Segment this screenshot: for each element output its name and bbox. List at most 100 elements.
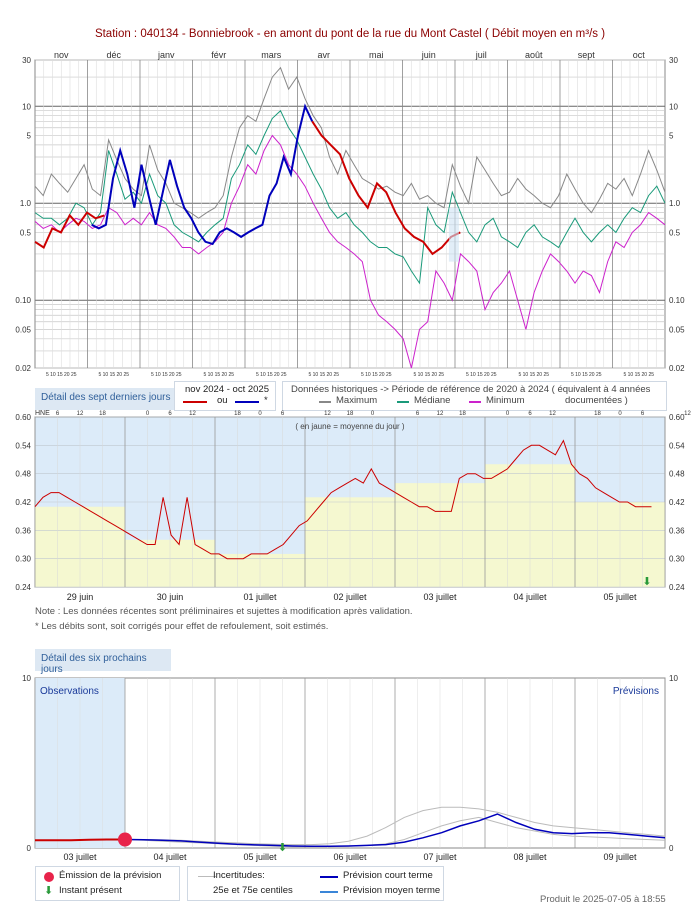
- annual-chart: nov 5 10 15 20 25 déc 5 10 15 20 25 janv 5 10…: [15, 50, 685, 378]
- y-tick-left: 5: [27, 131, 32, 140]
- period-legend: nov 2024 - oct 2025 ou *: [174, 381, 276, 411]
- hour-tick: 0: [146, 411, 150, 417]
- y-tick-left: 0.48: [15, 470, 31, 479]
- min-swatch: [469, 401, 481, 403]
- uncertainties-label: Incertitudes:: [213, 870, 265, 881]
- day-label: 01 juillet: [243, 592, 277, 602]
- y-tick-right: 0.48: [669, 470, 685, 479]
- y-tick-left: 0.30: [15, 555, 31, 564]
- month-label: janv: [157, 50, 175, 60]
- y-tick-left: 0: [27, 844, 32, 853]
- y-tick-left: 0.10: [15, 296, 31, 305]
- series-line-minimum: [34, 134, 666, 369]
- month-label: avr: [317, 50, 330, 60]
- present-label: Instant présent: [59, 885, 122, 896]
- produced-timestamp: Produit le 2025-07-05 à 18:55: [540, 894, 666, 905]
- short-term-label: Prévision court terme: [343, 870, 433, 881]
- day-tick-labels: 5 10 15 20 25: [151, 372, 182, 378]
- hour-tick: 6: [56, 411, 60, 417]
- week-chart: 0.60 0.60 0.54 0.54 0.48 0.48 0.42 0.42 0.36 0.36…: [15, 410, 691, 602]
- month-label: juil: [475, 50, 487, 60]
- emission-legend: Émission de la prévision ⬇ Instant prése…: [35, 866, 180, 901]
- y-tick-right: 10: [669, 102, 678, 111]
- emission-dot-icon: [44, 872, 54, 882]
- historic-legend: Données historiques -> Période de référe…: [282, 381, 667, 411]
- day-tick-labels: 5 10 15 20 25: [256, 372, 287, 378]
- hour-tick: 18: [234, 411, 241, 417]
- hour-tick: 12: [437, 411, 444, 417]
- day-tick-labels: 5 10 15 20 25: [518, 372, 549, 378]
- y-tick-left: 0.05: [15, 325, 31, 334]
- present-arrow-icon: ⬇: [278, 842, 287, 854]
- y-tick-right: 0.60: [669, 413, 685, 422]
- y-tick-left: 10: [22, 102, 31, 111]
- month-label: sept: [578, 50, 596, 60]
- month-label: déc: [106, 50, 121, 60]
- day-label: 04 juillet: [513, 592, 547, 602]
- day-label: 05 juillet: [603, 592, 637, 602]
- y-tick-left: 0.5: [20, 228, 32, 237]
- hour-tick: 0: [506, 411, 510, 417]
- hour-tick: 6: [168, 411, 172, 417]
- centile-swatch: [198, 876, 216, 877]
- emission-dot-icon: [118, 832, 132, 847]
- month-label: mai: [369, 50, 384, 60]
- hour-tick: 6: [281, 411, 285, 417]
- hour-tick: 12: [189, 411, 196, 417]
- day-tick-labels: 5 10 15 20 25: [466, 372, 497, 378]
- day-label: 05 juillet: [243, 852, 277, 862]
- hour-tick: 18: [459, 411, 466, 417]
- red-line-swatch: [183, 401, 207, 403]
- day-label: 07 juillet: [423, 852, 457, 862]
- current-week-highlight: [448, 207, 459, 262]
- y-tick-left: 0.36: [15, 526, 31, 535]
- short-term-forecast-line: [124, 813, 666, 848]
- hour-tick: 12: [549, 411, 556, 417]
- day-tick-labels: 5 10 15 20 25: [98, 372, 129, 378]
- series-line-m-diane: [34, 109, 666, 285]
- median-swatch: [397, 401, 409, 403]
- y-tick-right: 0.42: [669, 498, 685, 507]
- star-label: *: [264, 395, 268, 406]
- emission-label: Émission de la prévision: [59, 870, 162, 881]
- series-line-maximum: [34, 66, 666, 219]
- y-tick-right: 0.02: [669, 364, 685, 373]
- y-tick-left: 0.54: [15, 441, 31, 450]
- day-label: 09 juillet: [603, 852, 637, 862]
- hour-tick: 6: [641, 411, 645, 417]
- month-label: nov: [54, 50, 69, 60]
- y-tick-right: 0.36: [669, 526, 685, 535]
- hne-label: HNE: [35, 410, 50, 417]
- present-arrow-icon: ⬇: [44, 885, 54, 897]
- documented-label: documentées ): [565, 395, 628, 406]
- historic-label: Données historiques -> Période de référe…: [291, 384, 651, 395]
- day-label: 04 juillet: [153, 852, 187, 862]
- y-tick-right: 0.5: [669, 228, 681, 237]
- y-tick-left: 30: [22, 56, 31, 65]
- series-line-nov-2024-oct-2025-: [91, 103, 314, 246]
- day-tick-labels: 5 10 15 20 25: [361, 372, 392, 378]
- y-tick-right: 5: [669, 131, 674, 140]
- day-tick-labels: 5 10 15 20 25: [308, 372, 339, 378]
- hour-tick: 18: [347, 411, 354, 417]
- mid-term-swatch: [320, 891, 338, 893]
- y-tick-right: 0.54: [669, 441, 685, 450]
- y-tick-right: 30: [669, 56, 678, 65]
- max-swatch: [319, 401, 331, 403]
- month-label: août: [525, 50, 543, 60]
- or-label: ou: [217, 395, 228, 406]
- present-arrow-icon: ⬇: [642, 576, 651, 588]
- y-tick-right: 0.05: [669, 325, 685, 334]
- y-tick-right: 0: [669, 844, 674, 853]
- centile-line: [125, 806, 666, 846]
- y-tick-right: 0.10: [669, 296, 685, 305]
- mid-term-label: Prévision moyen terme: [343, 885, 441, 896]
- previsions-label: Prévisions: [613, 686, 659, 697]
- next-detail-label: Détail des six prochains jours: [35, 649, 171, 675]
- y-tick-left: 0.02: [15, 364, 31, 373]
- y-tick-left: 0.42: [15, 498, 31, 507]
- blue-line-swatch: [235, 401, 259, 403]
- note-corrected: * Les débits sont, soit corrigés pour ef…: [35, 621, 329, 632]
- day-tick-labels: 5 10 15 20 25: [623, 372, 654, 378]
- forecast-chart: 03 juillet 04 juillet 05 juillet 06 juillet…: [22, 674, 678, 862]
